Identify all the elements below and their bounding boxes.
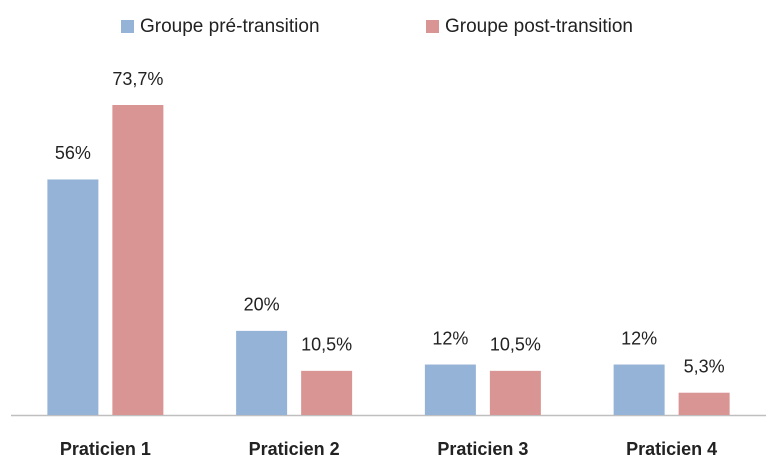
bar [613, 364, 665, 415]
value-label: 12% [432, 328, 468, 348]
value-label: 56% [55, 143, 91, 163]
bar [678, 392, 730, 415]
bar [489, 370, 541, 415]
value-label: 20% [244, 295, 280, 315]
value-label: 5,3% [684, 356, 725, 376]
x-tick-label: Praticien 2 [249, 439, 340, 459]
value-label: 10,5% [490, 335, 541, 355]
bar [47, 179, 99, 415]
legend-label: Groupe pré-transition [140, 16, 320, 37]
bar [112, 105, 164, 415]
value-label: 12% [621, 328, 657, 348]
value-label: 73,7% [112, 69, 163, 89]
value-label: 10,5% [301, 335, 352, 355]
legend-label: Groupe post-transition [445, 16, 633, 37]
bar [236, 330, 288, 415]
x-tick-label: Praticien 1 [60, 439, 151, 459]
bar [301, 370, 353, 415]
legend-swatch [426, 20, 439, 33]
x-tick-label: Praticien 4 [626, 439, 717, 459]
legend-swatch [121, 20, 134, 33]
bar [424, 364, 476, 415]
x-tick-label: Praticien 3 [437, 439, 528, 459]
